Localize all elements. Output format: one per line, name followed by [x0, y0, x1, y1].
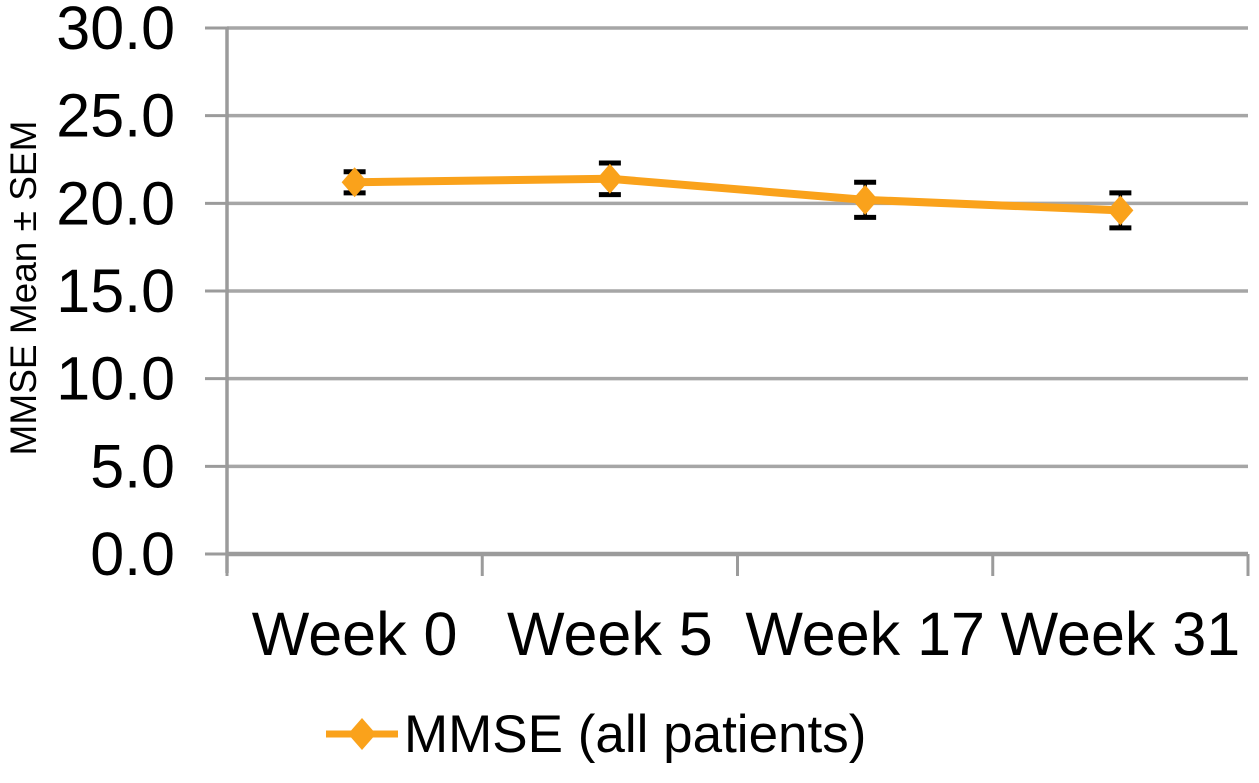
data-point-marker	[341, 167, 368, 198]
x-axis-label: Week 31	[1001, 600, 1241, 668]
data-point-marker	[596, 163, 623, 194]
y-tick-label: 25.0	[56, 82, 175, 150]
y-axis-title: MMSE Mean ± SEM	[3, 120, 44, 456]
legend-series-line-marker-icon	[326, 718, 398, 750]
legend: MMSE (all patients)	[326, 700, 866, 768]
x-axis-label: Week 5	[507, 600, 713, 668]
y-tick-label: 0.0	[90, 520, 175, 588]
y-tick-label: 5.0	[90, 432, 175, 500]
data-point-marker	[1107, 195, 1134, 226]
data-point-marker	[852, 184, 879, 215]
y-tick-label: 10.0	[56, 345, 175, 413]
x-axis-label: Week 17	[745, 600, 985, 668]
y-tick-label: 15.0	[56, 257, 175, 325]
series-line	[350, 174, 1125, 215]
legend-series-label: MMSE (all patients)	[404, 704, 867, 764]
y-tick-label: 20.0	[56, 169, 175, 237]
y-tick-label: 30.0	[56, 0, 175, 62]
x-axis-label: Week 0	[252, 600, 458, 668]
